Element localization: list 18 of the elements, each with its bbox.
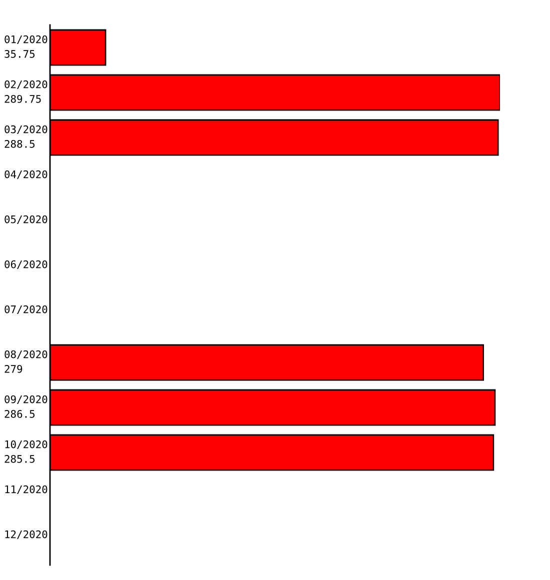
y-tick-label: 03/2020	[4, 125, 48, 134]
y-tick-label: 12/2020	[5, 530, 48, 540]
y-tick-label: 10/2020	[5, 440, 48, 450]
y-tick-label: 02/2020	[4, 80, 48, 90]
data-label: 35.75	[4, 50, 35, 58]
y-tick-label: 04/2020	[4, 170, 48, 180]
data-label: 285.5	[4, 454, 35, 463]
data-label: 288.5	[4, 140, 35, 148]
y-tick-label: 08/2020	[4, 350, 48, 360]
y-tick-label: 11/2020	[5, 485, 48, 494]
data-label: 286.5	[4, 410, 35, 418]
y-tick-label: 05/2020	[4, 215, 48, 224]
data-label: 289.75	[4, 94, 41, 103]
y-tick-label: 06/2020	[4, 260, 48, 270]
y-tick-label: 09/2020	[4, 395, 48, 404]
y-tick-label: 07/2020	[4, 305, 48, 314]
data-label: 279	[4, 364, 22, 373]
y-tick-label: 01/2020	[4, 35, 48, 44]
